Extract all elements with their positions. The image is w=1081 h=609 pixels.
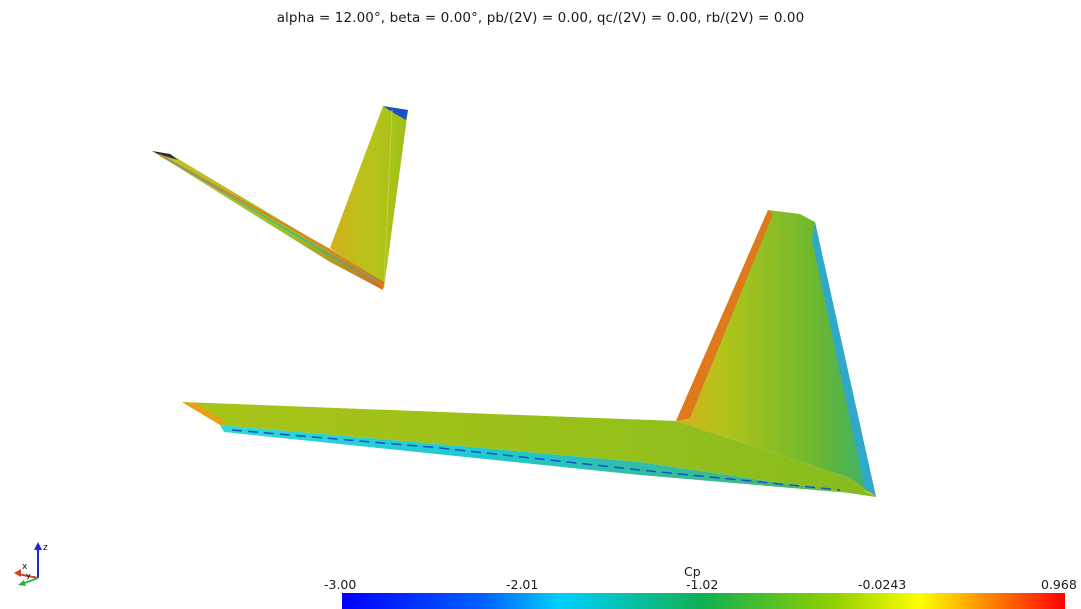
main-wing-surface <box>182 210 876 497</box>
axis-label-x: x <box>22 562 28 572</box>
colorbar-tick-label: -1.02 <box>686 577 719 592</box>
colorbar-tick-label: -2.01 <box>506 577 539 592</box>
colorbar-title: Cp <box>684 564 701 579</box>
colorbar <box>342 593 1065 609</box>
axis-label-z: z <box>43 543 48 553</box>
plot-title: alpha = 12.00°, beta = 0.00°, pb/(2V) = … <box>276 10 805 26</box>
colorbar-tick-label: -0.0243 <box>858 577 907 592</box>
tail-surface <box>152 106 408 290</box>
axes-triad: z x y <box>14 542 48 586</box>
colorbar-tick-label: -3.00 <box>324 577 357 592</box>
colorbar-tick-label: 0.968 <box>1041 577 1077 592</box>
axis-label-y: y <box>26 571 31 580</box>
